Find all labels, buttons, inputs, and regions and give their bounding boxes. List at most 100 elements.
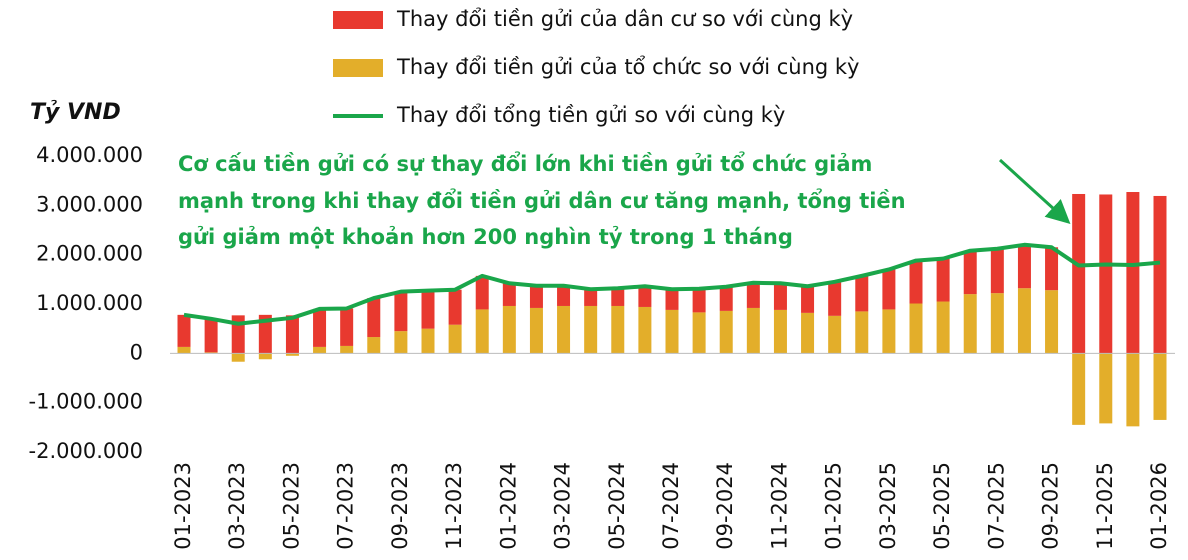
bar bbox=[204, 318, 218, 353]
bar bbox=[448, 324, 462, 354]
x-tick-label: 01-2026 bbox=[1147, 462, 1171, 550]
legend-swatch bbox=[333, 11, 383, 29]
x-tick-label: 05-2025 bbox=[930, 462, 954, 550]
bar bbox=[421, 328, 435, 354]
bar bbox=[448, 289, 462, 325]
bar bbox=[936, 258, 950, 302]
bar bbox=[692, 288, 706, 313]
bar bbox=[828, 281, 842, 316]
bar bbox=[638, 286, 652, 307]
bar bbox=[340, 308, 354, 346]
bar bbox=[746, 307, 760, 354]
bar bbox=[529, 285, 543, 308]
bar bbox=[394, 291, 408, 332]
bar bbox=[285, 353, 299, 356]
x-tick-label: 07-2025 bbox=[984, 462, 1008, 550]
legend-label: Thay đổi tổng tiền gửi so với cùng kỳ bbox=[396, 103, 785, 127]
y-tick-label: -1.000.000 bbox=[29, 390, 143, 414]
bar bbox=[1099, 353, 1113, 424]
bar bbox=[855, 275, 869, 312]
bar bbox=[421, 290, 435, 329]
bar bbox=[909, 303, 923, 354]
bar bbox=[828, 315, 842, 354]
bar bbox=[367, 337, 381, 354]
x-tick-label: 09-2025 bbox=[1039, 462, 1063, 550]
x-tick-label: 11-2025 bbox=[1093, 462, 1117, 550]
bar bbox=[177, 314, 191, 347]
bar bbox=[1153, 353, 1167, 420]
bar bbox=[665, 289, 679, 310]
annotation: mạnh trong khi thay đổi tiền gửi dân cư … bbox=[178, 188, 906, 213]
x-tick-label: 05-2024 bbox=[605, 462, 629, 550]
y-tick-label: 0 bbox=[130, 340, 143, 364]
bar bbox=[475, 275, 489, 310]
bar bbox=[611, 288, 625, 306]
bar bbox=[557, 305, 571, 354]
bar bbox=[773, 309, 787, 354]
bar bbox=[1126, 192, 1140, 354]
x-tick-label: 03-2023 bbox=[225, 462, 249, 550]
bar bbox=[177, 346, 191, 354]
bar bbox=[882, 309, 896, 354]
bar bbox=[529, 307, 543, 354]
x-tick-label: 11-2024 bbox=[767, 462, 791, 550]
bar bbox=[719, 286, 733, 311]
bar bbox=[855, 311, 869, 354]
bar bbox=[557, 285, 571, 306]
x-tick-label: 09-2023 bbox=[388, 462, 412, 550]
bar bbox=[1099, 194, 1113, 354]
bar bbox=[313, 346, 327, 354]
x-tick-label: 11-2023 bbox=[442, 462, 466, 550]
bar bbox=[1045, 247, 1059, 291]
bar bbox=[990, 293, 1004, 354]
bar bbox=[1126, 353, 1140, 427]
bar bbox=[936, 301, 950, 354]
legend-swatch bbox=[333, 59, 383, 77]
bar bbox=[1153, 195, 1167, 354]
annotation: gửi giảm một khoản hơn 200 nghìn tỷ tron… bbox=[178, 225, 793, 249]
bar bbox=[285, 315, 299, 354]
bar bbox=[1072, 353, 1086, 425]
bar bbox=[1045, 290, 1059, 354]
annotation-arrow bbox=[998, 158, 1071, 225]
bar bbox=[475, 309, 489, 354]
bar bbox=[258, 353, 272, 360]
bar bbox=[963, 294, 977, 354]
bar bbox=[502, 283, 516, 306]
bar bbox=[258, 314, 272, 354]
bar bbox=[1017, 244, 1031, 289]
bar bbox=[502, 305, 516, 354]
bar bbox=[638, 306, 652, 354]
y-axis-label: Tỷ VND bbox=[30, 100, 121, 125]
bar bbox=[313, 308, 327, 347]
bar bbox=[394, 331, 408, 354]
x-tick-label: 01-2025 bbox=[822, 462, 846, 550]
x-tick-label: 01-2023 bbox=[171, 462, 195, 550]
x-tick-label: 09-2024 bbox=[713, 462, 737, 550]
x-tick-label: 07-2023 bbox=[334, 462, 358, 550]
line bbox=[183, 242, 1161, 326]
bar bbox=[665, 309, 679, 354]
bar bbox=[746, 282, 760, 308]
bar bbox=[801, 286, 815, 313]
bar bbox=[963, 250, 977, 295]
annotation: Cơ cấu tiền gửi có sự thay đổi lớn khi t… bbox=[178, 151, 872, 176]
bar bbox=[692, 312, 706, 354]
y-tick-label: -2.000.000 bbox=[29, 439, 143, 463]
legend-label: Thay đổi tiền gửi của dân cư so với cùng… bbox=[396, 7, 853, 31]
x-tick-label: 05-2023 bbox=[279, 462, 303, 550]
bar bbox=[1072, 193, 1086, 354]
bar bbox=[719, 310, 733, 354]
bar bbox=[801, 312, 815, 354]
x-tick-label: 03-2025 bbox=[876, 462, 900, 550]
y-tick-label: 4.000.000 bbox=[36, 143, 143, 167]
y-tick-label: 1.000.000 bbox=[36, 291, 143, 315]
bar bbox=[584, 289, 598, 306]
bar bbox=[584, 305, 598, 354]
bar bbox=[909, 260, 923, 304]
bar bbox=[990, 248, 1004, 294]
bar bbox=[1017, 288, 1031, 354]
bar bbox=[773, 283, 787, 310]
x-tick-label: 07-2024 bbox=[659, 462, 683, 550]
